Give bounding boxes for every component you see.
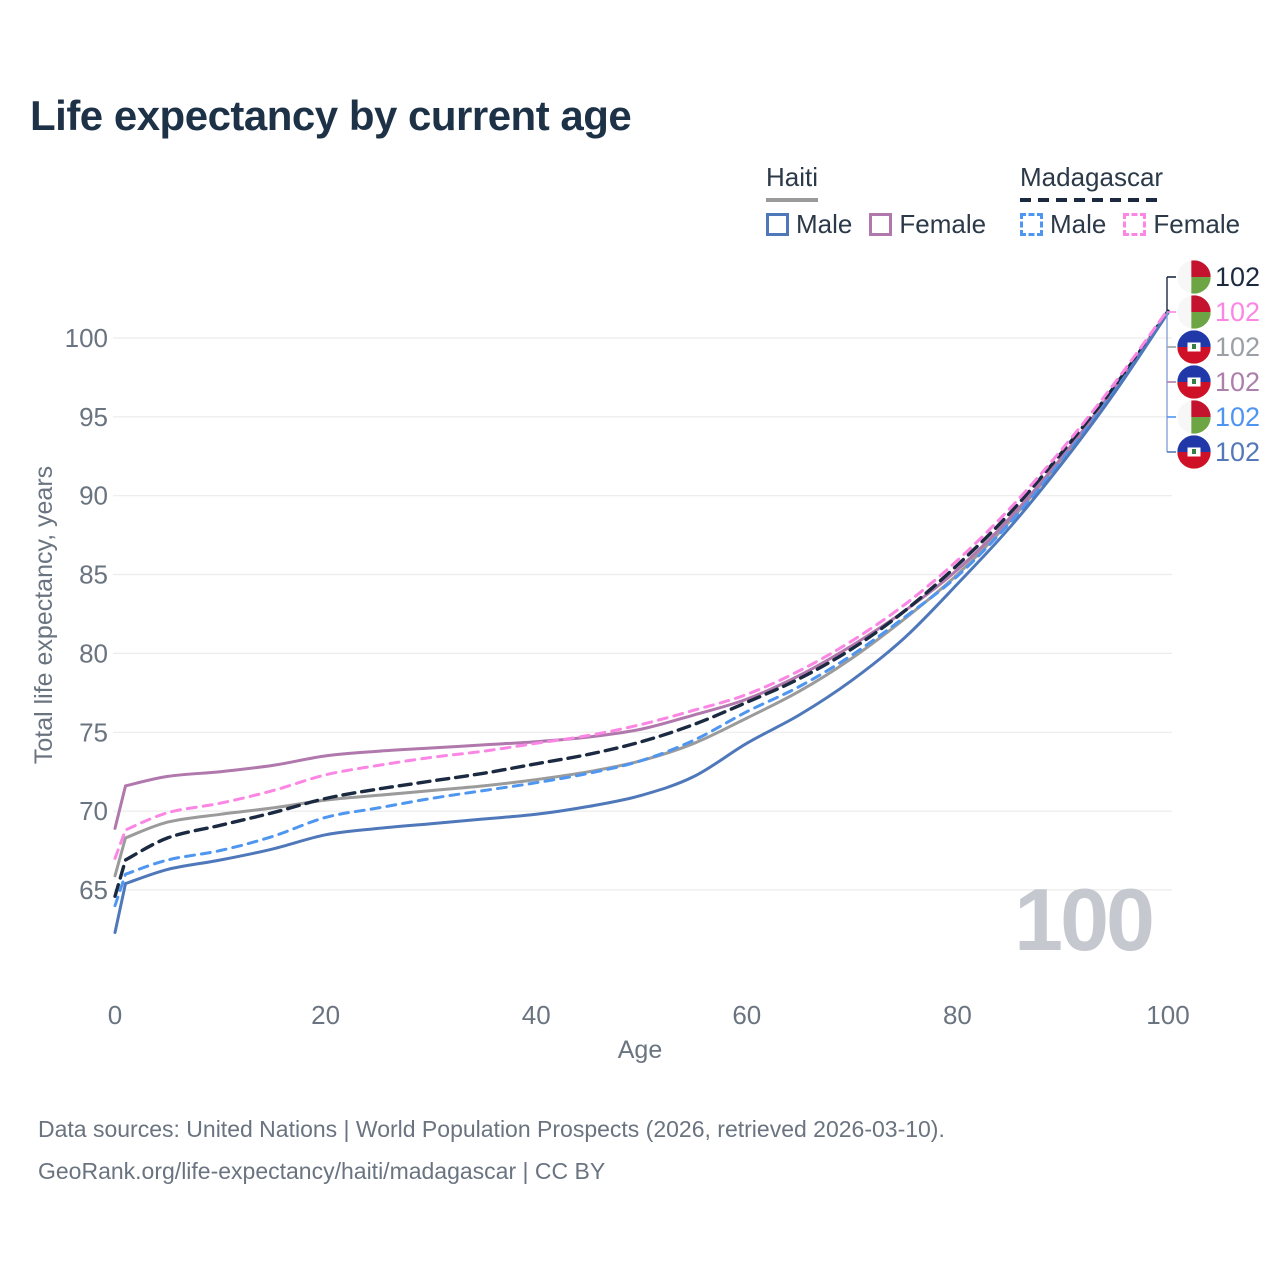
endpoint-value-label: 102 [1215,332,1260,362]
y-tick-label: 75 [79,717,108,747]
haiti-male-swatch-icon [766,213,789,236]
y-tick-label: 95 [79,402,108,432]
legend-item-haiti-male[interactable]: Male [766,209,852,240]
y-tick-label: 90 [79,481,108,511]
haiti-flag-icon [1177,365,1211,399]
legend-madagascar-items: Male Female [1020,209,1240,240]
chart-footer: Data sources: United Nations | World Pop… [38,1108,945,1192]
age-watermark: 100 [1014,870,1152,969]
endpoint-value-label: 102 [1215,262,1260,292]
gridlines: 65 70 75 80 85 90 95 100 [65,323,1172,905]
endpoint-labels: 102 102 102 102 102 102 [1166,260,1260,469]
y-tick-label: 65 [79,875,108,905]
series-lines [113,308,1170,934]
legend-item-madagascar-female-label: Female [1153,209,1241,239]
endpoint-value-label: 102 [1215,297,1260,327]
haiti-flag-icon [1177,435,1211,469]
y-tick-label: 85 [79,560,108,590]
endpoint-value-label: 102 [1215,437,1260,467]
legend-item-haiti-female[interactable]: Female [869,209,986,240]
madagascar-flag-icon [1177,295,1211,329]
x-axis-title: Age [618,1036,662,1064]
madagascar-female-swatch-icon [1123,213,1147,236]
madagascar-flag-icon [1177,400,1211,434]
series-line-madagascar-female [113,308,1170,860]
page-title: Life expectancy by current age [30,92,632,139]
y-tick-label: 70 [79,796,108,826]
x-tick-label: 80 [943,1000,972,1030]
legend-haiti-header[interactable]: Haiti [766,162,819,202]
legend-madagascar-header[interactable]: Madagascar [1020,162,1164,202]
madagascar-male-swatch-icon [1020,213,1043,236]
y-axis-title: Total life expectancy, years [30,466,58,764]
legend-haiti-items: Male Female [766,209,986,240]
x-tick-label: 60 [732,1000,761,1030]
data-sources-text: Data sources: United Nations | World Pop… [38,1116,945,1142]
haiti-female-swatch-icon [869,213,893,236]
endpoint-value-label: 102 [1215,402,1260,432]
legend-group-madagascar: Madagascar Male Female [1020,162,1240,240]
series-line-madagascar-male [113,311,1170,908]
haiti-flag-icon [1177,330,1211,364]
legend-item-madagascar-male-label: Male [1050,209,1107,239]
madagascar-flag-icon [1177,260,1211,294]
x-tick-label: 0 [108,1000,122,1030]
legend-item-madagascar-female[interactable]: Female [1123,209,1240,240]
x-tick-label: 40 [522,1000,551,1030]
x-tick-label: 20 [311,1000,340,1030]
y-tick-label: 80 [79,638,108,668]
attribution-text: GeoRank.org/life-expectancy/haiti/madaga… [38,1158,606,1184]
chart-legend: Haiti Male Female Madagascar Male Female [0,162,1280,242]
y-tick-label: 100 [65,323,108,353]
endpoint-value-label: 102 [1215,367,1260,397]
series-line-madagascar-total [113,309,1170,898]
x-tick-label: 100 [1146,1000,1189,1030]
legend-item-haiti-female-label: Female [899,209,987,239]
series-line-haiti-female [113,309,1170,830]
legend-item-madagascar-male[interactable]: Male [1020,209,1106,240]
legend-item-haiti-male-label: Male [796,209,853,239]
series-line-haiti-male [113,311,1170,934]
legend-group-haiti: Haiti Male Female [766,162,986,240]
